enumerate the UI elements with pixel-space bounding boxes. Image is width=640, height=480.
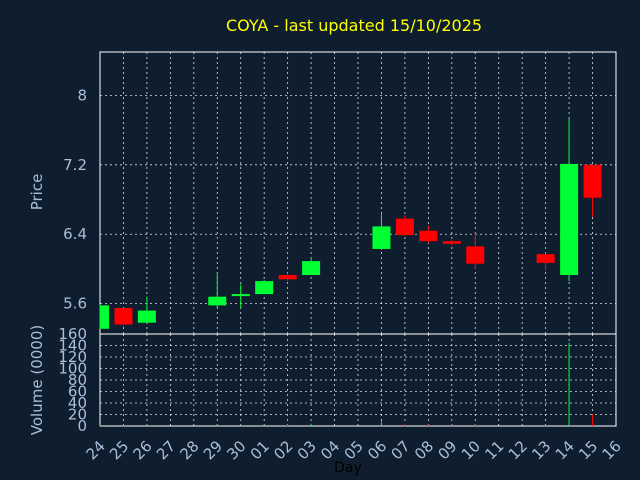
price-tick-label: 8	[77, 86, 87, 104]
candle-body	[583, 164, 602, 198]
candle-body	[302, 261, 321, 275]
volume-axis-label: Volume (0000)	[28, 325, 46, 435]
x-tick-label: 13	[528, 437, 554, 463]
x-tick-label: 28	[176, 437, 202, 463]
x-tick-label: 26	[130, 437, 156, 463]
candle	[560, 118, 579, 282]
candle	[208, 273, 227, 308]
x-tick-label: 24	[83, 437, 109, 463]
volume-tick-label: 60	[68, 383, 87, 401]
candle	[99, 304, 109, 329]
candle	[114, 307, 133, 326]
x-tick-label: 29	[200, 437, 226, 463]
candle-body	[372, 226, 391, 249]
volume-tick-label: 140	[58, 337, 87, 355]
candle-body	[560, 163, 579, 275]
price-tick-label: 5.6	[63, 295, 87, 313]
x-tick-label: 07	[388, 437, 414, 463]
candle-body	[231, 294, 250, 297]
volume-tick-label: 100	[58, 360, 87, 378]
volume-tick-label: 20	[68, 406, 87, 424]
x-tick-label: 14	[552, 437, 578, 463]
candle-body	[100, 305, 109, 329]
candle	[466, 233, 485, 269]
candle-body	[114, 307, 133, 325]
price-axis-label: Price	[28, 174, 46, 211]
x-tick-label: 01	[247, 437, 273, 463]
x-tick-label: 09	[434, 437, 460, 463]
volume-grid	[100, 334, 616, 426]
x-tick-label: 03	[294, 437, 320, 463]
candle-body	[255, 281, 274, 295]
candle-body	[137, 310, 156, 323]
candle-body	[536, 254, 555, 263]
x-axis-label: Day	[334, 460, 362, 476]
volume-tick-label: 40	[68, 394, 87, 412]
x-tick-label: 02	[270, 437, 296, 463]
volume-bars	[99, 342, 594, 426]
candle-body	[278, 274, 297, 280]
candles	[99, 118, 602, 329]
candle	[302, 258, 321, 275]
candle	[231, 284, 250, 308]
x-tick-label: 11	[481, 437, 507, 463]
x-tick-label: 10	[458, 437, 484, 463]
candle-body	[395, 218, 414, 236]
x-tick-label: 15	[575, 437, 601, 463]
candle-body	[208, 296, 227, 306]
x-tick-label: 12	[505, 437, 531, 463]
x-tick-label: 08	[411, 437, 437, 463]
candle-body	[419, 230, 438, 242]
price-tick-label: 7.2	[63, 156, 87, 174]
candle-body	[442, 241, 461, 244]
volume-tick-label: 80	[68, 371, 87, 389]
candle	[442, 240, 461, 246]
volume-tick-label: 120	[58, 348, 87, 366]
candle	[278, 273, 297, 282]
price-grid	[100, 52, 616, 334]
volume-plot-border	[99, 333, 617, 427]
price-panel: 5.6 6.4 7.2 8 Price	[28, 51, 617, 335]
candle	[536, 253, 555, 271]
candle-body	[466, 246, 485, 264]
x-tick-label: 30	[223, 437, 249, 463]
candle	[372, 214, 391, 250]
candle	[255, 280, 274, 295]
candle	[583, 164, 602, 217]
candle	[419, 225, 438, 243]
volume-tick-label: 160	[58, 325, 87, 343]
x-tick-label: 16	[599, 437, 625, 463]
x-tick-label: 27	[153, 437, 179, 463]
volume-tick-label: 0	[77, 417, 87, 435]
candle	[137, 296, 156, 323]
x-tick-label: 25	[106, 437, 132, 463]
price-tick-label: 6.4	[63, 225, 87, 243]
x-tick-label: 06	[364, 437, 390, 463]
price-y-ticks: 5.6 6.4 7.2 8	[63, 86, 87, 312]
candle	[395, 215, 414, 236]
chart-title: COYA - last updated 15/10/2025	[226, 16, 482, 35]
